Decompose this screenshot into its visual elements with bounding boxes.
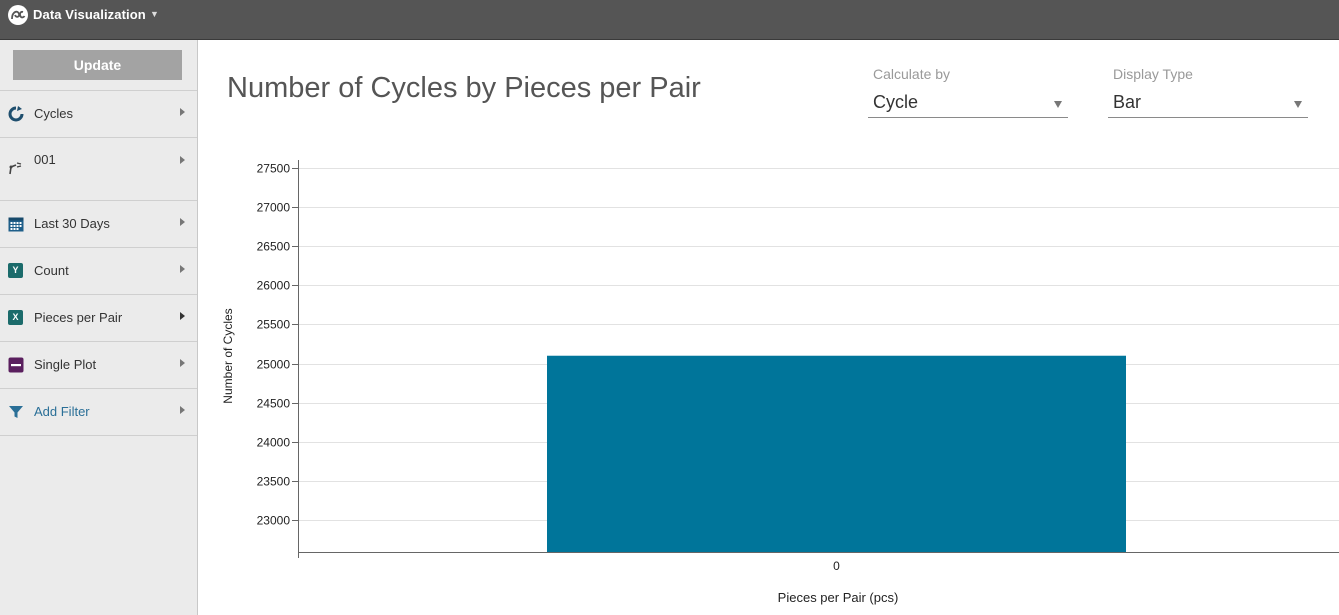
y-tick-label: 27000 [257, 201, 291, 215]
caret-down-icon[interactable]: ▼ [150, 9, 159, 19]
sidebar-item-x-axis[interactable]: X Pieces per Pair [0, 295, 197, 342]
single-plot-icon [8, 357, 24, 373]
app-title[interactable]: Data Visualization [33, 7, 146, 22]
sidebar-item-date-range[interactable]: Last 30 Days [0, 201, 197, 248]
sidebar-item-label: Last 30 Days [34, 216, 110, 231]
calculate-by-control: Calculate by Cycle [868, 66, 1068, 118]
display-type-value: Bar [1113, 92, 1142, 112]
pc-logo-icon [8, 5, 28, 25]
chevron-right-icon [180, 406, 185, 414]
sidebar-item-cycles[interactable]: Cycles [0, 91, 197, 138]
y-tick-label: 23500 [257, 475, 291, 489]
chevron-right-icon [180, 218, 185, 226]
calculate-by-select[interactable]: Cycle [868, 91, 1068, 118]
y-tick-label: 24000 [257, 436, 291, 450]
update-section: Update [0, 40, 197, 91]
sidebar: Update Cycles 001 [0, 40, 198, 615]
y-axis-icon: Y [8, 263, 23, 278]
sidebar-item-label: Add Filter [34, 404, 90, 419]
sidebar-item-add-filter[interactable]: Add Filter [0, 389, 197, 436]
y-tick-label: 26500 [257, 240, 291, 254]
caret-down-icon [1294, 101, 1302, 108]
sidebar-item-label: 001 [34, 152, 56, 167]
sidebar-item-label: Count [34, 263, 69, 278]
x-axis-icon: X [8, 310, 23, 325]
y-tick-label: 25000 [257, 358, 291, 372]
y-tick-label: 27500 [257, 162, 291, 176]
sidebar-item-y-axis[interactable]: Y Count [0, 248, 197, 295]
bar-chart: 23000 23500 24000 24500 25000 25500 26000 26500… [221, 160, 1339, 605]
calculate-by-label: Calculate by [873, 66, 951, 82]
bar[interactable] [547, 355, 1126, 552]
update-button[interactable]: Update [13, 50, 182, 80]
page-title: Number of Cycles by Pieces per Pair [227, 72, 701, 104]
sidebar-item-plot-mode[interactable]: Single Plot [0, 342, 197, 389]
display-type-control: Display Type Bar [1108, 66, 1308, 118]
sidebar-item-label: Cycles [34, 106, 74, 121]
filter-icon [8, 404, 24, 420]
display-type-label: Display Type [1113, 66, 1193, 82]
sidebar-item-machine[interactable]: 001 [0, 138, 197, 201]
main-panel: 23000 23500 24000 24500 25000 25500 26000 26500… [199, 40, 1339, 615]
chevron-right-icon [180, 156, 185, 164]
calendar-icon [8, 216, 24, 232]
chevron-right-icon [180, 312, 185, 320]
x-axis-label: Pieces per Pair (pcs) [778, 590, 899, 605]
cycle-refresh-icon [8, 106, 24, 122]
y-tick-label: 23000 [257, 514, 291, 528]
x-tick-label: 0 [833, 559, 840, 573]
y-tick-label: 25500 [257, 318, 291, 332]
chevron-right-icon [180, 108, 185, 116]
machine-arm-icon [8, 159, 24, 175]
sidebar-item-label: Single Plot [34, 357, 97, 372]
chevron-right-icon [180, 359, 185, 367]
caret-down-icon [1054, 101, 1062, 108]
y-axis-label: Number of Cycles [221, 308, 235, 403]
display-type-select[interactable]: Bar [1108, 91, 1308, 118]
y-tick-label: 24500 [257, 397, 291, 411]
calculate-by-value: Cycle [873, 92, 919, 112]
y-tick-label: 26000 [257, 279, 291, 293]
top-bar: Data Visualization ▼ [0, 0, 1339, 40]
sidebar-item-label: Pieces per Pair [34, 310, 123, 325]
chevron-right-icon [180, 265, 185, 273]
